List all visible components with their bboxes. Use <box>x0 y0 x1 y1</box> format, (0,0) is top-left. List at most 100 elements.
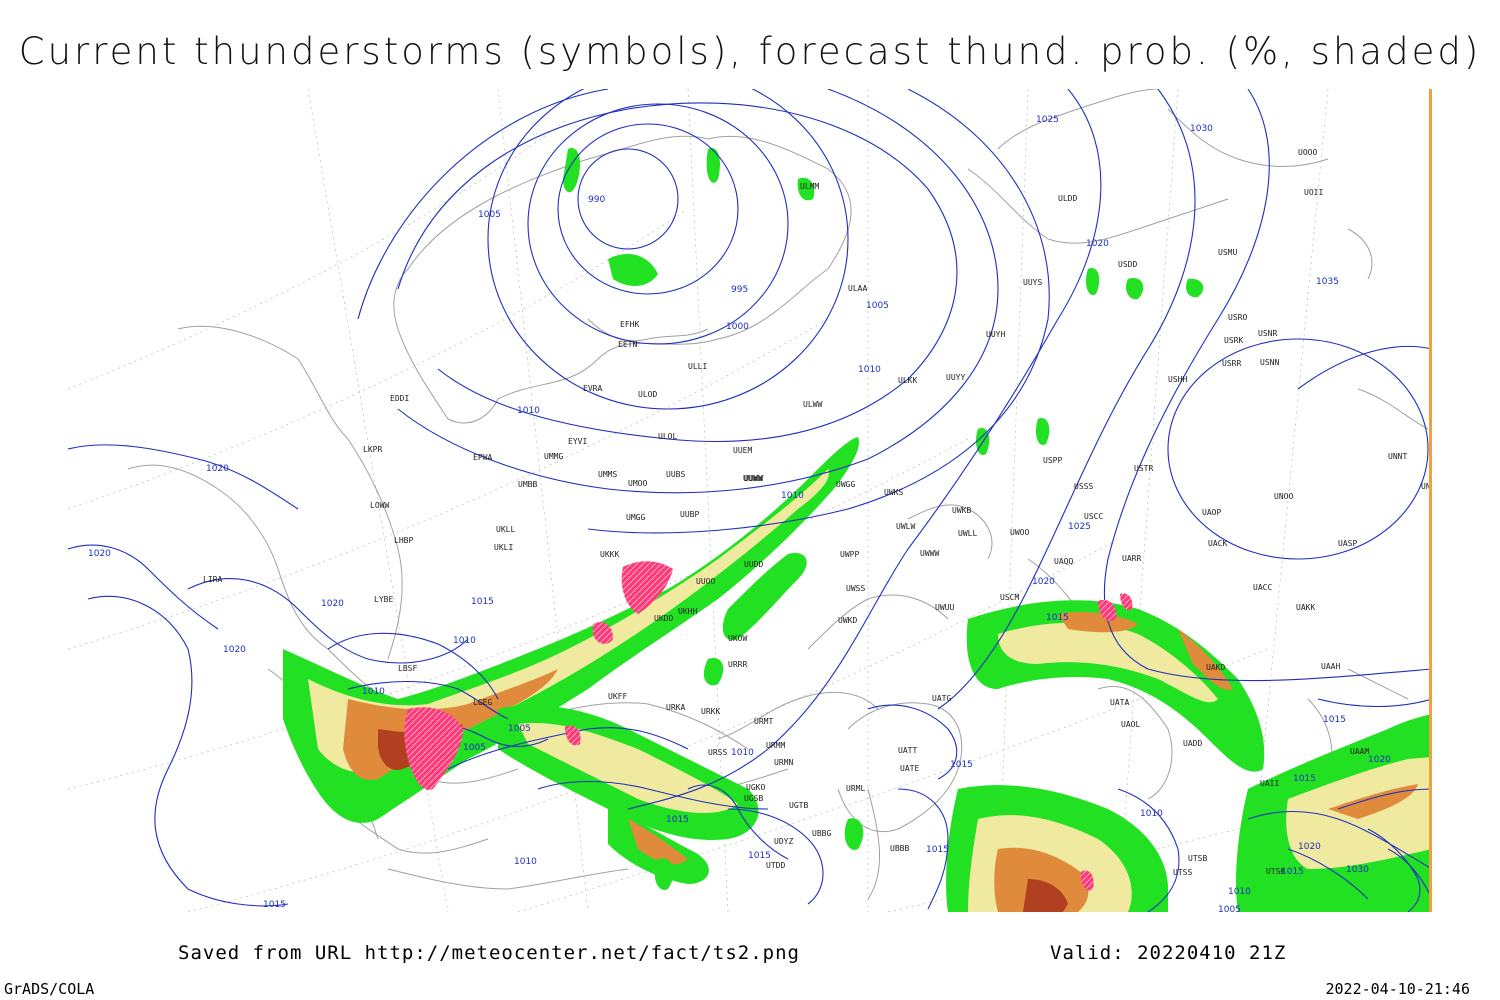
isobar-label: 1010 <box>514 857 537 867</box>
station-label: UKHH <box>678 607 697 616</box>
station-label: USRO <box>1228 313 1247 322</box>
isobar-label: 1015 <box>950 760 973 770</box>
isobar-label: 1015 <box>748 851 771 861</box>
isobar-label: 1020 <box>1086 239 1109 249</box>
station-label: UUYS <box>1023 278 1042 287</box>
station-label: UWGG <box>836 480 855 489</box>
map-title: Current thunderstorms (symbols), forecas… <box>18 30 1482 73</box>
isobar-label: 1020 <box>321 599 344 609</box>
station-label: UUOO <box>696 577 715 586</box>
station-label: UBBB <box>890 844 909 853</box>
station-label: UGSB <box>744 794 763 803</box>
station-label: UUEM <box>733 446 752 455</box>
isobar-label: 1020 <box>1298 842 1321 852</box>
saved-from-url-text: Saved from URL http://meteocenter.net/fa… <box>178 942 800 964</box>
station-label: UACC <box>1253 583 1272 592</box>
isobar-label: 1015 <box>471 597 494 607</box>
station-label: UTSB <box>1188 854 1207 863</box>
station-label: EDDI <box>390 394 409 403</box>
isobar-label: 1010 <box>731 748 754 758</box>
station-label: USPP <box>1043 456 1062 465</box>
station-label: LGEG <box>473 698 492 707</box>
station-label: USMU <box>1218 248 1237 257</box>
station-label: URKA <box>666 703 685 712</box>
station-label: URMT <box>754 717 773 726</box>
station-label: UUBS <box>666 470 685 479</box>
isobar-label: 1015 <box>1323 715 1346 725</box>
station-label: LBSF <box>398 664 417 673</box>
map-background <box>68 89 1432 912</box>
isobar-label: 995 <box>731 285 748 295</box>
station-label: URMN <box>774 758 793 767</box>
station-label: UUDD <box>744 560 763 569</box>
isobar-label: 1020 <box>1368 755 1391 765</box>
station-label: UWSS <box>846 584 865 593</box>
station-label: UWKS <box>884 488 903 497</box>
station-label: LIRA <box>203 575 222 584</box>
isobar-label: 1035 <box>1316 277 1339 287</box>
station-label: UMOO <box>628 479 647 488</box>
isobar-label: 1030 <box>1346 865 1369 875</box>
station-label: USCM <box>1000 593 1019 602</box>
station-label: UMGG <box>626 513 645 522</box>
station-label: UWKD <box>838 616 857 625</box>
station-label: UAQQ <box>1054 557 1073 566</box>
station-label: UATG <box>932 694 951 703</box>
station-label: ULAA <box>848 284 867 293</box>
station-label: UKKK <box>600 550 619 559</box>
station-label: ULOD <box>638 390 657 399</box>
station-label: UADD <box>1183 739 1202 748</box>
station-labels: EFHK EETN EVRA ULOD ULLI ULAA ULMM ULDD … <box>203 148 1432 877</box>
isobars <box>68 89 1432 912</box>
station-label: UWLL <box>958 529 977 538</box>
station-label: UBBG <box>812 829 831 838</box>
isobar-label: 1020 <box>1032 577 1055 587</box>
station-label: URKK <box>701 707 720 716</box>
isobar-label: 1010 <box>362 687 385 697</box>
station-label: UASP <box>1338 539 1357 548</box>
isobar-label: 1005 <box>1218 905 1241 912</box>
station-label: ULOL <box>658 432 677 441</box>
station-label: UKOW <box>728 634 747 643</box>
station-label: ULWW <box>803 400 822 409</box>
render-timestamp: 2022-04-10-21:46 <box>1325 980 1471 998</box>
station-label: USNR <box>1258 329 1277 338</box>
station-label: USCC <box>1084 512 1103 521</box>
station-label: ULLI <box>688 362 707 371</box>
station-label: UAII <box>1260 779 1279 788</box>
isobar-label: 1005 <box>463 743 486 753</box>
station-label: UUYH <box>986 330 1005 339</box>
station-label: EETN <box>618 340 637 349</box>
station-label: UMMG <box>544 452 563 461</box>
station-label: UUYY <box>946 373 965 382</box>
station-label: UTDD <box>766 861 785 870</box>
software-label: GrADS/COLA <box>4 980 95 998</box>
isobar-label: 1015 <box>926 845 949 855</box>
station-label: UWWW <box>920 549 939 558</box>
station-label: UACK <box>1208 539 1227 548</box>
station-label: UWPP <box>840 550 859 559</box>
station-label: URSS <box>708 748 727 757</box>
station-label: LKPR <box>363 445 382 454</box>
station-label: UARR <box>1122 554 1141 563</box>
station-label: EPWA <box>473 453 492 462</box>
station-label: LYBE <box>374 595 393 604</box>
station-label: USTR <box>1134 464 1153 473</box>
isobar-labels: 1025 1030 1035 1020 1005 990 995 1000 10… <box>88 115 1391 912</box>
station-label: UWOO <box>1010 528 1029 537</box>
station-label: ULDD <box>1058 194 1077 203</box>
station-label: USHH <box>1168 375 1187 384</box>
station-label: EYVI <box>568 437 587 446</box>
station-label: UATT <box>898 746 917 755</box>
station-label: UNNT <box>1388 452 1407 461</box>
valid-time-text: Valid: 20220410 21Z <box>1050 942 1287 964</box>
isobar-label: 1010 <box>781 491 804 501</box>
station-label: EVRA <box>583 384 602 393</box>
station-label: UAAH <box>1321 662 1340 671</box>
isobar-label: 1025 <box>1036 115 1059 125</box>
weather-map: EFHK EETN EVRA ULOD ULLI ULAA ULMM ULDD … <box>68 89 1432 912</box>
station-label: UAKK <box>1296 603 1315 612</box>
station-label: UWKB <box>952 506 971 515</box>
station-label: EFHK <box>620 320 639 329</box>
map-right-edge <box>1429 89 1432 912</box>
